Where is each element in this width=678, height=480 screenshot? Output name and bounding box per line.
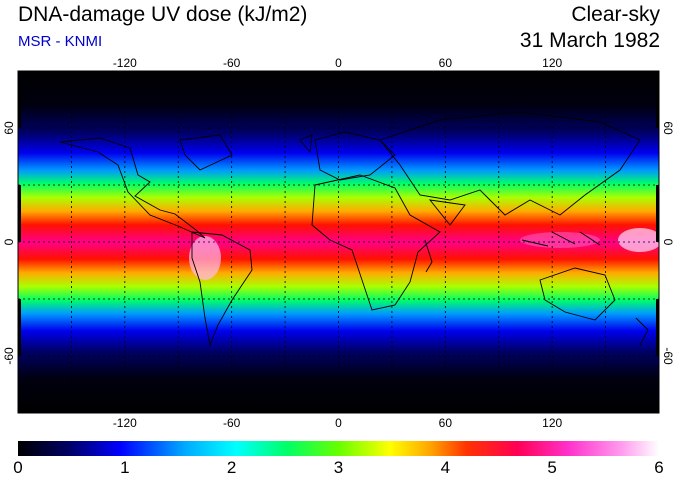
frame-bar — [285, 410, 339, 413]
frame-bar — [71, 71, 125, 74]
latitude-labels-left: 60 0 -60 — [2, 121, 16, 365]
colorbar-tick-label: 6 — [654, 458, 664, 477]
frame-bar — [391, 71, 446, 74]
lat-tick-label-right: 0 — [661, 239, 675, 246]
frame-bar — [605, 71, 659, 74]
frame-bar — [285, 71, 339, 74]
frame-bar — [18, 71, 21, 128]
lon-tick-label-bottom: -120 — [113, 416, 137, 430]
lat-tick-label-left: 60 — [2, 121, 16, 135]
frame-bar — [391, 410, 446, 413]
lon-tick-label-top: -60 — [223, 56, 241, 70]
colorbar-tick-label: 2 — [226, 458, 237, 477]
colorbar — [18, 441, 659, 456]
longitude-labels-top: -120 -60 0 60 120 — [113, 56, 563, 70]
lat-tick-label-right: 60 — [661, 121, 675, 135]
source-label: MSR - KNMI — [18, 33, 103, 50]
frame-bar — [178, 410, 232, 413]
colorbar-tick-label: 0 — [13, 458, 23, 477]
lon-tick-label-bottom: -60 — [223, 416, 241, 430]
frame-bar — [656, 185, 659, 242]
frame-bar — [18, 299, 21, 356]
lon-tick-label-top: 0 — [335, 56, 342, 70]
map-title: DNA-damage UV dose (kJ/m2) — [18, 3, 308, 26]
sky-condition-label: Clear-sky — [571, 3, 660, 26]
frame-bar — [71, 410, 125, 413]
frame-bar — [178, 71, 232, 74]
lon-tick-label-top: 60 — [439, 56, 453, 70]
frame-bar — [498, 71, 553, 74]
lat-tick-label-left: -60 — [2, 347, 16, 365]
colorbar-tick-label: 1 — [120, 458, 130, 477]
frame-bar — [18, 185, 21, 242]
frame-tick-bars — [18, 71, 659, 413]
uv-hotspots — [189, 228, 659, 280]
latitude-labels-right: 60 0 -60 — [661, 121, 675, 365]
lon-tick-label-bottom: 0 — [335, 416, 342, 430]
frame-bar — [656, 299, 659, 356]
colorbar-tick-label: 3 — [333, 458, 344, 477]
frame-bar — [605, 410, 659, 413]
lon-tick-label-top: 120 — [542, 56, 562, 70]
lon-tick-label-bottom: 60 — [439, 416, 453, 430]
frame-bar — [656, 71, 659, 128]
colorbar-tick-label: 4 — [440, 458, 451, 477]
colorbar-tick-label: 5 — [547, 458, 557, 477]
lat-tick-label-right: -60 — [661, 347, 675, 365]
coastlines — [59, 111, 649, 347]
lon-tick-label-top: -120 — [113, 56, 137, 70]
lat-tick-label-left: 0 — [2, 238, 16, 245]
date-label: 31 March 1982 — [519, 29, 660, 52]
frame-bar — [498, 410, 553, 413]
lon-tick-label-bottom: 120 — [542, 416, 562, 430]
longitude-labels-bottom: -120 -60 0 60 120 — [113, 416, 563, 430]
graticule — [18, 71, 659, 413]
